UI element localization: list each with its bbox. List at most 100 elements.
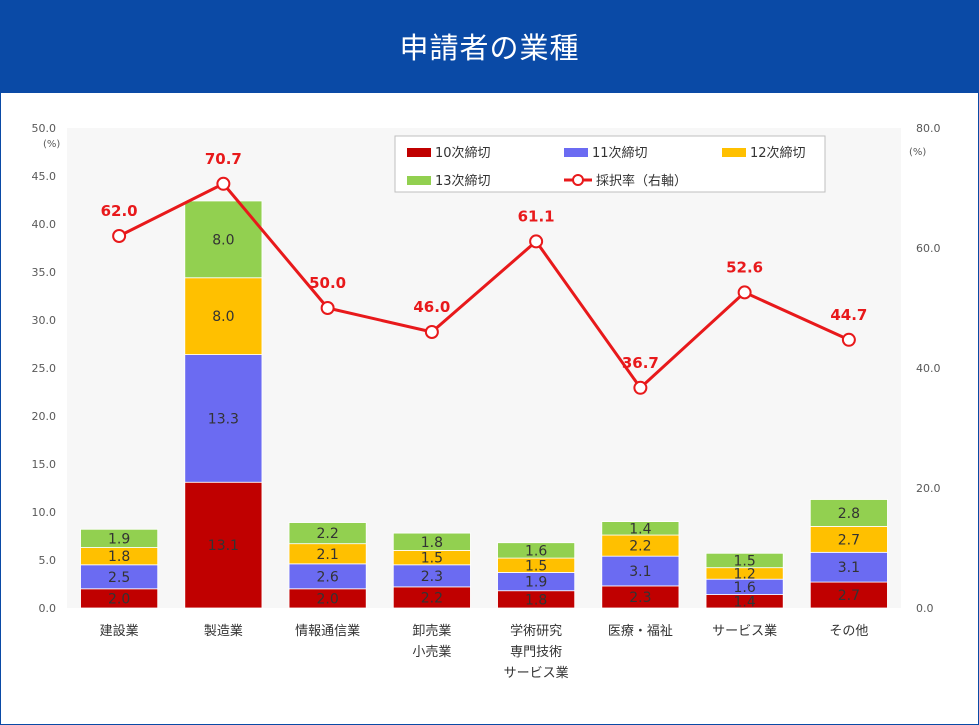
bar-value-label: 1.8 bbox=[525, 592, 547, 608]
legend-label: 11次締切 bbox=[592, 145, 648, 161]
line-point-marker bbox=[633, 380, 648, 395]
line-point-marker bbox=[529, 234, 544, 249]
bar-value-label: 13.1 bbox=[208, 538, 239, 554]
bar-segment bbox=[809, 499, 888, 527]
x-category-label: 製造業 bbox=[204, 623, 243, 639]
bar-segment bbox=[80, 528, 159, 548]
bar-segment bbox=[80, 564, 159, 590]
bar-segment bbox=[601, 521, 680, 536]
line-point-marker bbox=[737, 285, 752, 300]
line-point-marker bbox=[216, 176, 231, 191]
y-left-tick-label: 35.0 bbox=[32, 266, 57, 279]
bar-value-label: 2.3 bbox=[421, 569, 443, 585]
bar-value-label: 1.5 bbox=[421, 551, 443, 567]
y-left-unit-label: (%) bbox=[43, 139, 60, 150]
bar-segment bbox=[705, 552, 784, 569]
bar-value-label: 2.2 bbox=[316, 526, 338, 542]
legend-label: 13次締切 bbox=[435, 173, 491, 189]
bar-value-label: 1.5 bbox=[525, 558, 547, 574]
bar-value-label: 2.1 bbox=[316, 547, 338, 563]
y-left-tick-label: 5.0 bbox=[39, 554, 57, 567]
x-category-label: 卸売業 bbox=[412, 623, 451, 639]
bar-value-label: 2.2 bbox=[629, 539, 651, 555]
line-value-label: 50.0 bbox=[309, 274, 346, 292]
legend-swatch bbox=[564, 148, 588, 157]
y-left-tick-label: 15.0 bbox=[32, 458, 57, 471]
line-series-path bbox=[118, 181, 850, 391]
legend-swatch bbox=[407, 176, 431, 185]
y-left-tick-label: 25.0 bbox=[32, 362, 57, 375]
x-category-label: 小売業 bbox=[412, 644, 451, 660]
x-category-label: 情報通信業 bbox=[295, 623, 360, 639]
bar-value-label: 13.3 bbox=[208, 411, 239, 427]
bar-value-label: 2.3 bbox=[629, 590, 651, 606]
bar-value-label: 2.7 bbox=[838, 588, 860, 604]
x-category-label: 医療・福祉 bbox=[608, 624, 673, 639]
y-left-tick-label: 50.0 bbox=[32, 122, 57, 135]
legend-swatch bbox=[407, 148, 431, 157]
x-category-label: 専門技術 bbox=[510, 645, 562, 660]
x-category-label: 学術研究 bbox=[510, 623, 562, 639]
y-right-tick-label: 20.0 bbox=[916, 482, 941, 495]
legend-line-marker bbox=[572, 174, 584, 186]
bar-segment bbox=[392, 532, 471, 551]
line-point-marker bbox=[424, 325, 439, 339]
line-value-label: 46.0 bbox=[413, 298, 450, 316]
line-value-label: 44.7 bbox=[830, 306, 867, 324]
y-left-tick-label: 10.0 bbox=[32, 506, 57, 519]
bar-value-label: 2.0 bbox=[316, 591, 338, 607]
y-left-tick-label: 20.0 bbox=[32, 410, 57, 423]
page-title: 申請者の業種 bbox=[399, 31, 580, 65]
legend-swatch bbox=[722, 148, 746, 157]
legend-label: 10次締切 bbox=[435, 145, 491, 161]
bar-segment bbox=[288, 522, 367, 545]
bar-value-label: 1.6 bbox=[525, 543, 547, 559]
line-value-label: 70.7 bbox=[205, 150, 242, 168]
bar-segment bbox=[809, 551, 888, 583]
bar-segment bbox=[497, 542, 576, 559]
line-point-marker bbox=[112, 229, 127, 243]
bar-value-label: 2.6 bbox=[316, 569, 338, 585]
bar-value-label: 1.5 bbox=[733, 553, 755, 569]
bar-value-label: 3.1 bbox=[629, 564, 651, 580]
line-point-marker bbox=[841, 332, 856, 347]
y-right-tick-label: 40.0 bbox=[916, 362, 941, 375]
line-value-label: 61.1 bbox=[518, 207, 555, 225]
line-value-label: 52.6 bbox=[726, 258, 763, 276]
bar-value-label: 2.2 bbox=[421, 590, 443, 606]
y-left-tick-label: 40.0 bbox=[32, 218, 57, 231]
stacked-bar-line-chart: 0.0 5.0 10.0 15.0 20.0 25.0 30.0 35.0 40.0 45.0 50… bbox=[32, 122, 941, 681]
bar-value-label: 8.0 bbox=[212, 232, 234, 248]
bar-value-label: 1.6 bbox=[733, 580, 755, 596]
y-right-unit-label: (%) bbox=[909, 147, 926, 158]
y-left-tick-label: 45.0 bbox=[32, 170, 57, 183]
bar-value-label: 1.9 bbox=[525, 575, 547, 591]
bar-value-label: 8.0 bbox=[212, 309, 234, 325]
y-right-tick-label: 0.0 bbox=[916, 602, 934, 615]
bar-value-label: 1.2 bbox=[733, 566, 755, 582]
x-category-label: サービス業 bbox=[504, 665, 569, 681]
x-category-label: その他 bbox=[829, 624, 868, 639]
bar-value-label: 2.7 bbox=[838, 532, 860, 548]
bar-value-label: 1.9 bbox=[108, 531, 130, 547]
legend-box bbox=[394, 135, 826, 193]
x-category-label: サービス業 bbox=[712, 623, 777, 639]
legend-label: 12次締切 bbox=[750, 145, 806, 161]
bar-value-label: 1.8 bbox=[421, 535, 443, 551]
legend-label: 採択率（右軸） bbox=[596, 173, 687, 189]
title-banner: 申請者の業種 bbox=[1, 1, 978, 93]
bar-value-label: 2.0 bbox=[108, 591, 130, 607]
line-point-marker bbox=[320, 301, 335, 315]
bar-value-label: 3.1 bbox=[838, 560, 860, 576]
y-right-tick-label: 60.0 bbox=[916, 242, 941, 255]
bar-value-label: 2.8 bbox=[838, 506, 860, 522]
line-value-label: 62.0 bbox=[101, 202, 138, 220]
bar-value-label: 1.4 bbox=[629, 521, 651, 537]
y-left-tick-label: 30.0 bbox=[32, 314, 57, 327]
bar-value-label: 1.8 bbox=[108, 549, 130, 565]
x-category-label: 建設業 bbox=[100, 623, 139, 639]
bar-segment bbox=[288, 563, 367, 590]
bar-segment bbox=[184, 481, 263, 609]
y-left-tick-label: 0.0 bbox=[39, 602, 57, 615]
